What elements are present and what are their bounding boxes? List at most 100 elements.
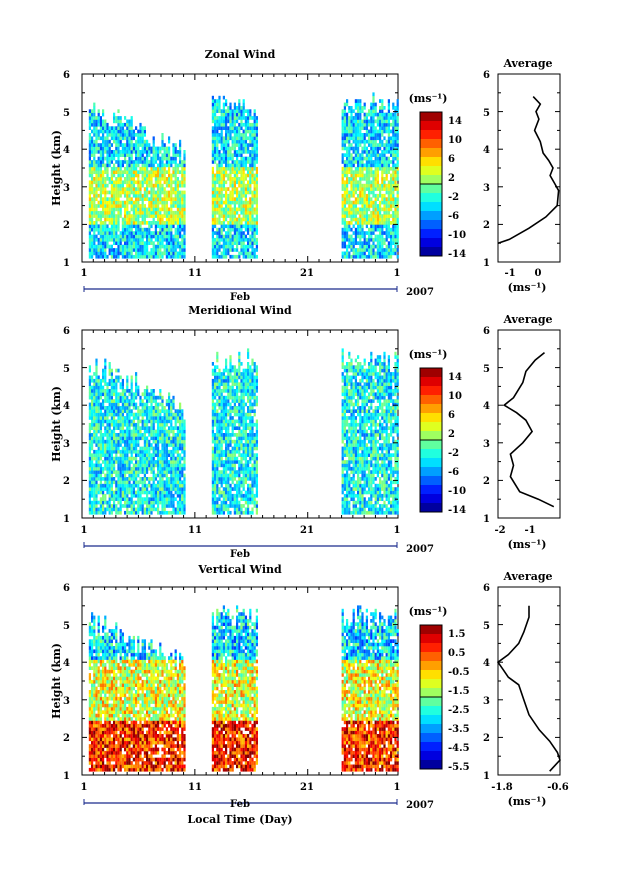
heatmap-cell	[91, 416, 94, 420]
heatmap-cell	[172, 197, 175, 201]
heatmap-cell	[357, 234, 360, 239]
heatmap-cell	[91, 139, 94, 144]
heatmap-cell	[119, 422, 122, 427]
heatmap-cell	[396, 183, 399, 188]
heatmap-cell	[218, 102, 221, 107]
heatmap-cell	[255, 254, 258, 259]
heatmap-cell	[163, 463, 166, 468]
heatmap-cell	[161, 160, 164, 164]
heatmap-cell	[387, 234, 390, 239]
heatmap-cell	[104, 463, 107, 468]
heatmap-cell	[104, 500, 107, 505]
heatmap-cell	[113, 180, 116, 185]
heatmap-cell	[214, 254, 217, 259]
heatmap-cell	[115, 237, 118, 242]
heatmap-cell	[183, 173, 186, 178]
heatmap-cell	[244, 177, 247, 181]
heatmap-cell	[110, 395, 113, 400]
heatmap-cell	[357, 231, 360, 235]
heatmap-cell	[233, 112, 236, 117]
heatmap-cell	[247, 200, 250, 205]
heatmap-cell	[137, 473, 140, 478]
heatmap-cell	[102, 483, 105, 488]
heatmap-cell	[176, 207, 179, 212]
heatmap-cell	[132, 493, 135, 498]
heatmap-cell	[390, 129, 393, 134]
heatmap-cell	[343, 116, 346, 120]
y-tick-label: 4	[63, 145, 70, 156]
heatmap-cell	[225, 160, 228, 164]
heatmap-cell	[372, 180, 375, 185]
heatmap-cell	[154, 449, 157, 454]
heatmap-cell	[93, 412, 96, 417]
heatmap-cell	[385, 227, 388, 232]
heatmap-cell	[211, 106, 214, 110]
heatmap-cell	[343, 133, 346, 137]
heatmap-cell	[99, 409, 102, 413]
heatmap-cell	[102, 109, 105, 113]
heatmap-cell	[233, 217, 236, 222]
heatmap-cell	[104, 497, 107, 501]
heatmap-cell	[157, 416, 160, 420]
heatmap-cell	[143, 490, 146, 495]
heatmap-cell	[117, 143, 120, 147]
heatmap-cell	[104, 449, 107, 454]
heatmap-cell	[214, 210, 217, 215]
heatmap-cell	[132, 163, 135, 168]
heatmap-cell	[251, 180, 254, 185]
heatmap-cell	[387, 227, 390, 232]
heatmap-cell	[113, 254, 116, 259]
heatmap-cell	[174, 234, 177, 239]
heatmap-cell	[341, 153, 344, 157]
heatmap-cell	[93, 143, 96, 147]
heatmap-cell	[148, 419, 151, 424]
heatmap-cell	[93, 477, 96, 481]
heatmap-cell	[157, 170, 160, 174]
heatmap-cell	[238, 224, 241, 229]
heatmap-cell	[135, 406, 138, 410]
heatmap-cell	[132, 207, 135, 212]
heatmap-cell	[128, 426, 131, 430]
heatmap-cell	[106, 470, 109, 474]
heatmap-cell	[172, 416, 175, 420]
heatmap-cell	[99, 183, 102, 188]
heatmap-cell	[132, 170, 135, 174]
heatmap-cell	[99, 433, 102, 437]
heatmap-cell	[110, 507, 113, 512]
heatmap-cell	[99, 500, 102, 505]
heatmap-cell	[157, 487, 160, 491]
heatmap-cell	[218, 160, 221, 164]
heatmap-cell	[88, 170, 91, 174]
heatmap-cell	[161, 187, 164, 191]
heatmap-cell	[119, 210, 122, 215]
heatmap-cell	[390, 241, 393, 245]
heatmap-cell	[124, 460, 127, 464]
heatmap-cell	[93, 500, 96, 505]
heatmap-cell	[119, 139, 122, 144]
heatmap-cell	[236, 116, 239, 120]
heatmap-cell	[91, 210, 94, 215]
heatmap-cell	[236, 119, 239, 124]
heatmap-cell	[115, 426, 118, 430]
heatmap-cell	[150, 422, 153, 427]
heatmap-cell	[352, 122, 355, 127]
heatmap-cell	[161, 470, 164, 474]
heatmap-cell	[255, 119, 258, 124]
heatmap-cell	[233, 210, 236, 215]
heatmap-cell	[168, 497, 171, 501]
heatmap-cell	[372, 173, 375, 178]
heatmap-cell	[113, 210, 116, 215]
heatmap-cell	[225, 119, 228, 124]
heatmap-cell	[350, 248, 353, 252]
heatmap-cell	[357, 224, 360, 229]
heatmap-cell	[110, 156, 113, 161]
heatmap-cell	[110, 406, 113, 410]
heatmap-cell	[141, 490, 144, 495]
heatmap-cell	[222, 183, 225, 188]
heatmap-cell	[113, 463, 116, 468]
heatmap-cell	[104, 251, 107, 256]
heatmap-cell	[236, 190, 239, 195]
heatmap-cell	[104, 456, 107, 461]
heatmap-cell	[343, 126, 346, 130]
heatmap-cell	[390, 204, 393, 208]
